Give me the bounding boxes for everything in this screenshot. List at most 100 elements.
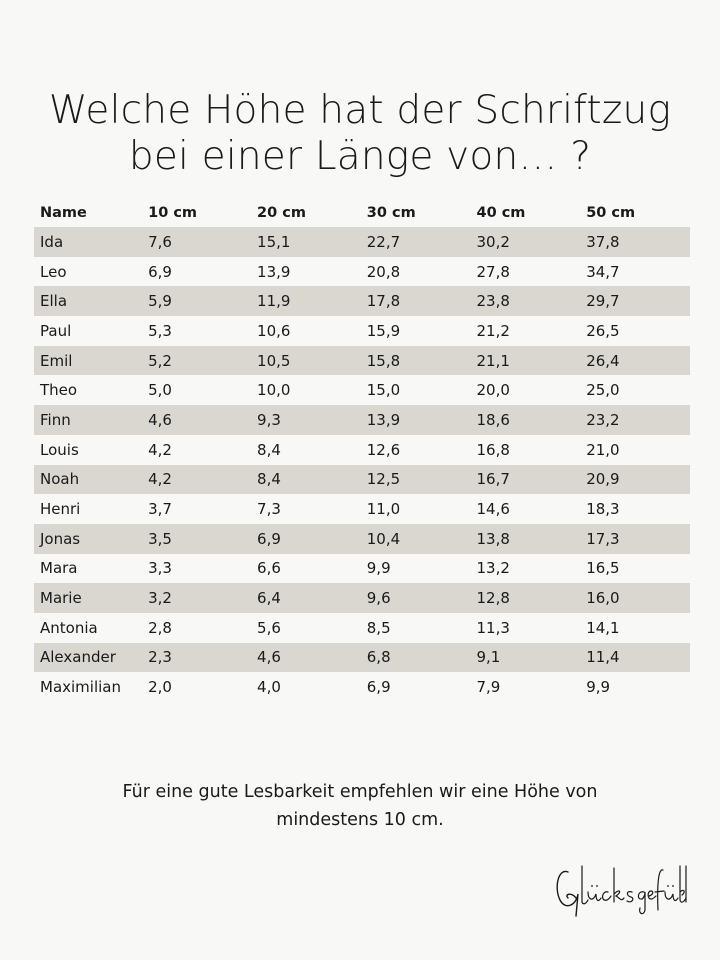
cell-name: Jonas [40,529,81,548]
cell-50cm: 29,7 [586,292,620,311]
cell-name: Alexander [40,648,116,667]
cell-10cm: 4,2 [148,440,172,459]
note-line-2: mindestens 10 cm. [276,809,444,830]
cell-name: Noah [40,470,80,489]
cell-name: Ella [40,292,68,311]
table-row: Theo 5,0 10,0 15,0 20,0 25,0 [34,375,690,405]
cell-20cm: 8,4 [257,470,281,489]
cell-10cm: 4,2 [148,470,172,489]
cell-name: Emil [40,351,73,370]
cell-10cm: 3,7 [148,500,172,519]
header-30cm: 30 cm [366,204,416,221]
cell-10cm: 7,6 [148,232,172,251]
table-body: Ida 7,6 15,1 22,7 30,2 37,8 Leo 6,9 13,9 20,8 27,8… [34,227,690,702]
cell-name: Henri [40,500,81,519]
cell-10cm: 5,3 [148,321,172,340]
cell-40cm: 16,7 [476,470,510,489]
cell-50cm: 11,4 [586,648,620,667]
table-row: Finn 4,6 9,3 13,9 18,6 23,2 [34,405,690,435]
cell-30cm: 20,8 [366,262,401,281]
cell-20cm: 4,0 [257,678,281,697]
cell-40cm: 12,8 [476,589,510,608]
cell-30cm: 6,8 [366,648,391,667]
cell-50cm: 16,5 [586,559,620,578]
cell-30cm: 12,5 [366,470,401,489]
cell-10cm: 3,2 [148,589,172,608]
cell-name: Theo [40,381,78,400]
cell-20cm: 10,5 [257,351,291,370]
cell-30cm: 8,5 [366,618,391,637]
cell-50cm: 26,5 [586,321,620,340]
title-line-1: Welche Höhe hat der Schriftzug [48,88,672,134]
table-row: Emil 5,2 10,5 15,8 21,1 26,4 [34,345,690,376]
cell-20cm: 15,1 [257,232,291,251]
brand-signature-logo [556,865,687,917]
cell-40cm: 7,9 [476,678,501,697]
cell-30cm: 13,9 [366,410,401,429]
table-row: Noah 4,2 8,4 12,5 16,7 20,9 [34,464,690,495]
table-row: Ella 5,9 11,9 17,8 23,8 29,7 [34,286,690,317]
cell-10cm: 5,2 [148,351,172,370]
height-table: Name 10 cm 20 cm 30 cm 40 cm 50 cm Ida 7,… [34,198,690,702]
cell-name: Leo [40,262,67,281]
header-name: Name [40,204,87,221]
cell-40cm: 14,6 [476,500,510,519]
cell-50cm: 26,4 [586,351,620,370]
cell-10cm: 2,8 [148,618,172,637]
table-row: Paul 5,3 10,6 15,9 21,2 26,5 [34,316,690,346]
cell-10cm: 4,6 [148,410,172,429]
cell-40cm: 13,2 [476,559,510,578]
cell-20cm: 6,9 [257,529,281,548]
cell-50cm: 9,9 [586,678,611,697]
table-header-row: Name 10 cm 20 cm 30 cm 40 cm 50 cm [34,198,690,227]
table-row: Mara 3,3 6,6 9,9 13,2 16,5 [34,554,690,584]
cell-30cm: 11,0 [366,500,401,519]
cell-40cm: 23,8 [476,292,510,311]
cell-30cm: 9,6 [366,589,391,608]
cell-30cm: 17,8 [366,292,401,311]
cell-40cm: 9,1 [476,648,501,667]
table-row: Ida 7,6 15,1 22,7 30,2 37,8 [34,227,690,257]
cell-name: Ida [40,232,64,251]
header-20cm: 20 cm [257,204,306,221]
cell-50cm: 20,9 [586,470,620,489]
cell-20cm: 9,3 [257,410,281,429]
cell-50cm: 17,3 [586,529,620,548]
cell-50cm: 14,1 [586,618,620,637]
cell-10cm: 3,3 [148,559,172,578]
cell-10cm: 5,0 [148,381,172,400]
cell-name: Maximilian [40,678,121,697]
cell-40cm: 21,2 [476,321,510,340]
table-row: Maximilian 2,0 4,0 6,9 7,9 9,9 [34,672,690,702]
note-line-1: Für eine gute Lesbarkeit empfehlen wir e… [122,781,598,802]
cell-20cm: 8,4 [257,440,281,459]
table-row: Marie 3,2 6,4 9,6 12,8 16,0 [34,583,690,613]
cell-20cm: 5,6 [257,618,281,637]
cell-name: Paul [40,321,72,340]
cell-30cm: 9,9 [366,559,391,578]
cell-20cm: 11,9 [257,292,291,311]
cell-40cm: 11,3 [476,618,510,637]
cell-50cm: 21,0 [586,440,620,459]
cell-name: Antonia [40,618,98,637]
table-row: Henri 3,7 7,3 11,0 14,6 18,3 [34,494,690,524]
cell-40cm: 30,2 [476,232,510,251]
cell-50cm: 37,8 [586,232,620,251]
cell-20cm: 6,4 [257,589,281,608]
cell-50cm: 23,2 [586,410,620,429]
cell-10cm: 2,0 [148,678,172,697]
cell-40cm: 16,8 [476,440,510,459]
header-10cm: 10 cm [148,204,198,221]
table-row: Louis 4,2 8,4 12,6 16,8 21,0 [34,435,690,465]
cell-40cm: 13,8 [476,529,510,548]
cell-40cm: 27,8 [476,262,510,281]
title-line-2: bei einer Länge von… ? [128,134,592,180]
cell-30cm: 15,9 [366,321,401,340]
cell-20cm: 13,9 [257,262,291,281]
cell-20cm: 7,3 [257,500,281,519]
table-row: Jonas 3,5 6,9 10,4 13,8 17,3 [34,523,690,554]
cell-20cm: 10,0 [257,381,291,400]
cell-20cm: 6,6 [257,559,281,578]
cell-50cm: 16,0 [586,589,620,608]
cell-20cm: 4,6 [257,648,281,667]
